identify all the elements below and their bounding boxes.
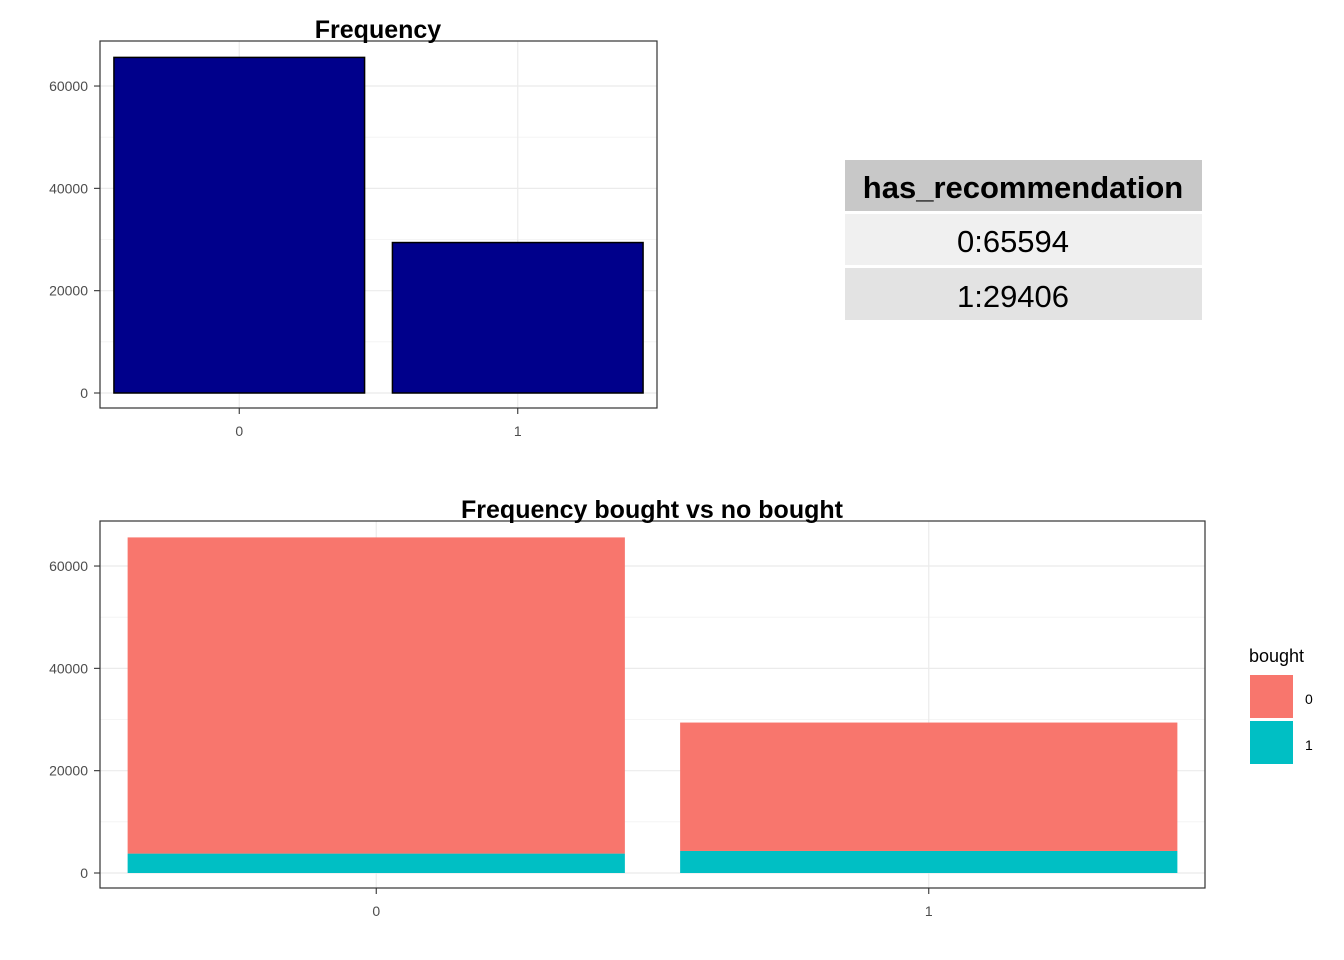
chart1-bars bbox=[113, 56, 644, 394]
chart1-title: Frequency bbox=[315, 16, 442, 44]
chart2-legend: bought 0 1 bbox=[1249, 646, 1313, 764]
bar-segment-cat0-bought0 bbox=[127, 537, 625, 854]
table-header-background bbox=[845, 160, 1202, 211]
y-tick-label: 0 bbox=[80, 865, 88, 881]
chart2-title: Frequency bought vs no bought bbox=[461, 496, 844, 524]
chart2-panel-border bbox=[99, 520, 1206, 889]
x-tick-label: 0 bbox=[235, 423, 243, 439]
chart2-y-axis: 0 20000 40000 60000 bbox=[49, 558, 100, 881]
bar-segment-cat0-bought1 bbox=[127, 853, 625, 873]
table-row-background bbox=[845, 214, 1202, 265]
legend-label-1: 1 bbox=[1305, 737, 1313, 753]
table-row-background bbox=[845, 268, 1202, 320]
x-tick-label: 1 bbox=[514, 423, 522, 439]
y-tick-label: 20000 bbox=[49, 283, 88, 299]
bar-0 bbox=[113, 56, 366, 394]
y-tick-label: 40000 bbox=[49, 660, 88, 676]
chart1-panel-border bbox=[99, 40, 658, 409]
legend-swatch-1 bbox=[1250, 721, 1293, 764]
chart1-y-axis: 0 20000 40000 60000 bbox=[49, 78, 100, 401]
y-tick-label: 20000 bbox=[49, 763, 88, 779]
y-tick-label: 60000 bbox=[49, 558, 88, 574]
table-header: has_recommendation bbox=[863, 170, 1183, 205]
bar-segment-cat1-bought1 bbox=[680, 850, 1178, 873]
has-recommendation-table: has_recommendation 0:65594 1:29406 bbox=[845, 160, 1202, 320]
y-tick-label: 40000 bbox=[49, 180, 88, 196]
x-tick-label: 0 bbox=[372, 903, 380, 919]
bar-segment-cat1-bought0 bbox=[680, 722, 1178, 851]
table-row: 1:29406 bbox=[957, 279, 1069, 314]
y-tick-label: 0 bbox=[80, 385, 88, 401]
x-tick-label: 1 bbox=[925, 903, 933, 919]
chart2-bars bbox=[127, 537, 1178, 873]
legend-title: bought bbox=[1249, 646, 1304, 666]
y-tick-label: 60000 bbox=[49, 78, 88, 94]
legend-label-0: 0 bbox=[1305, 691, 1313, 707]
bar-1 bbox=[391, 241, 644, 394]
legend-swatch-0 bbox=[1250, 675, 1293, 718]
table-row: 0:65594 bbox=[957, 224, 1069, 259]
